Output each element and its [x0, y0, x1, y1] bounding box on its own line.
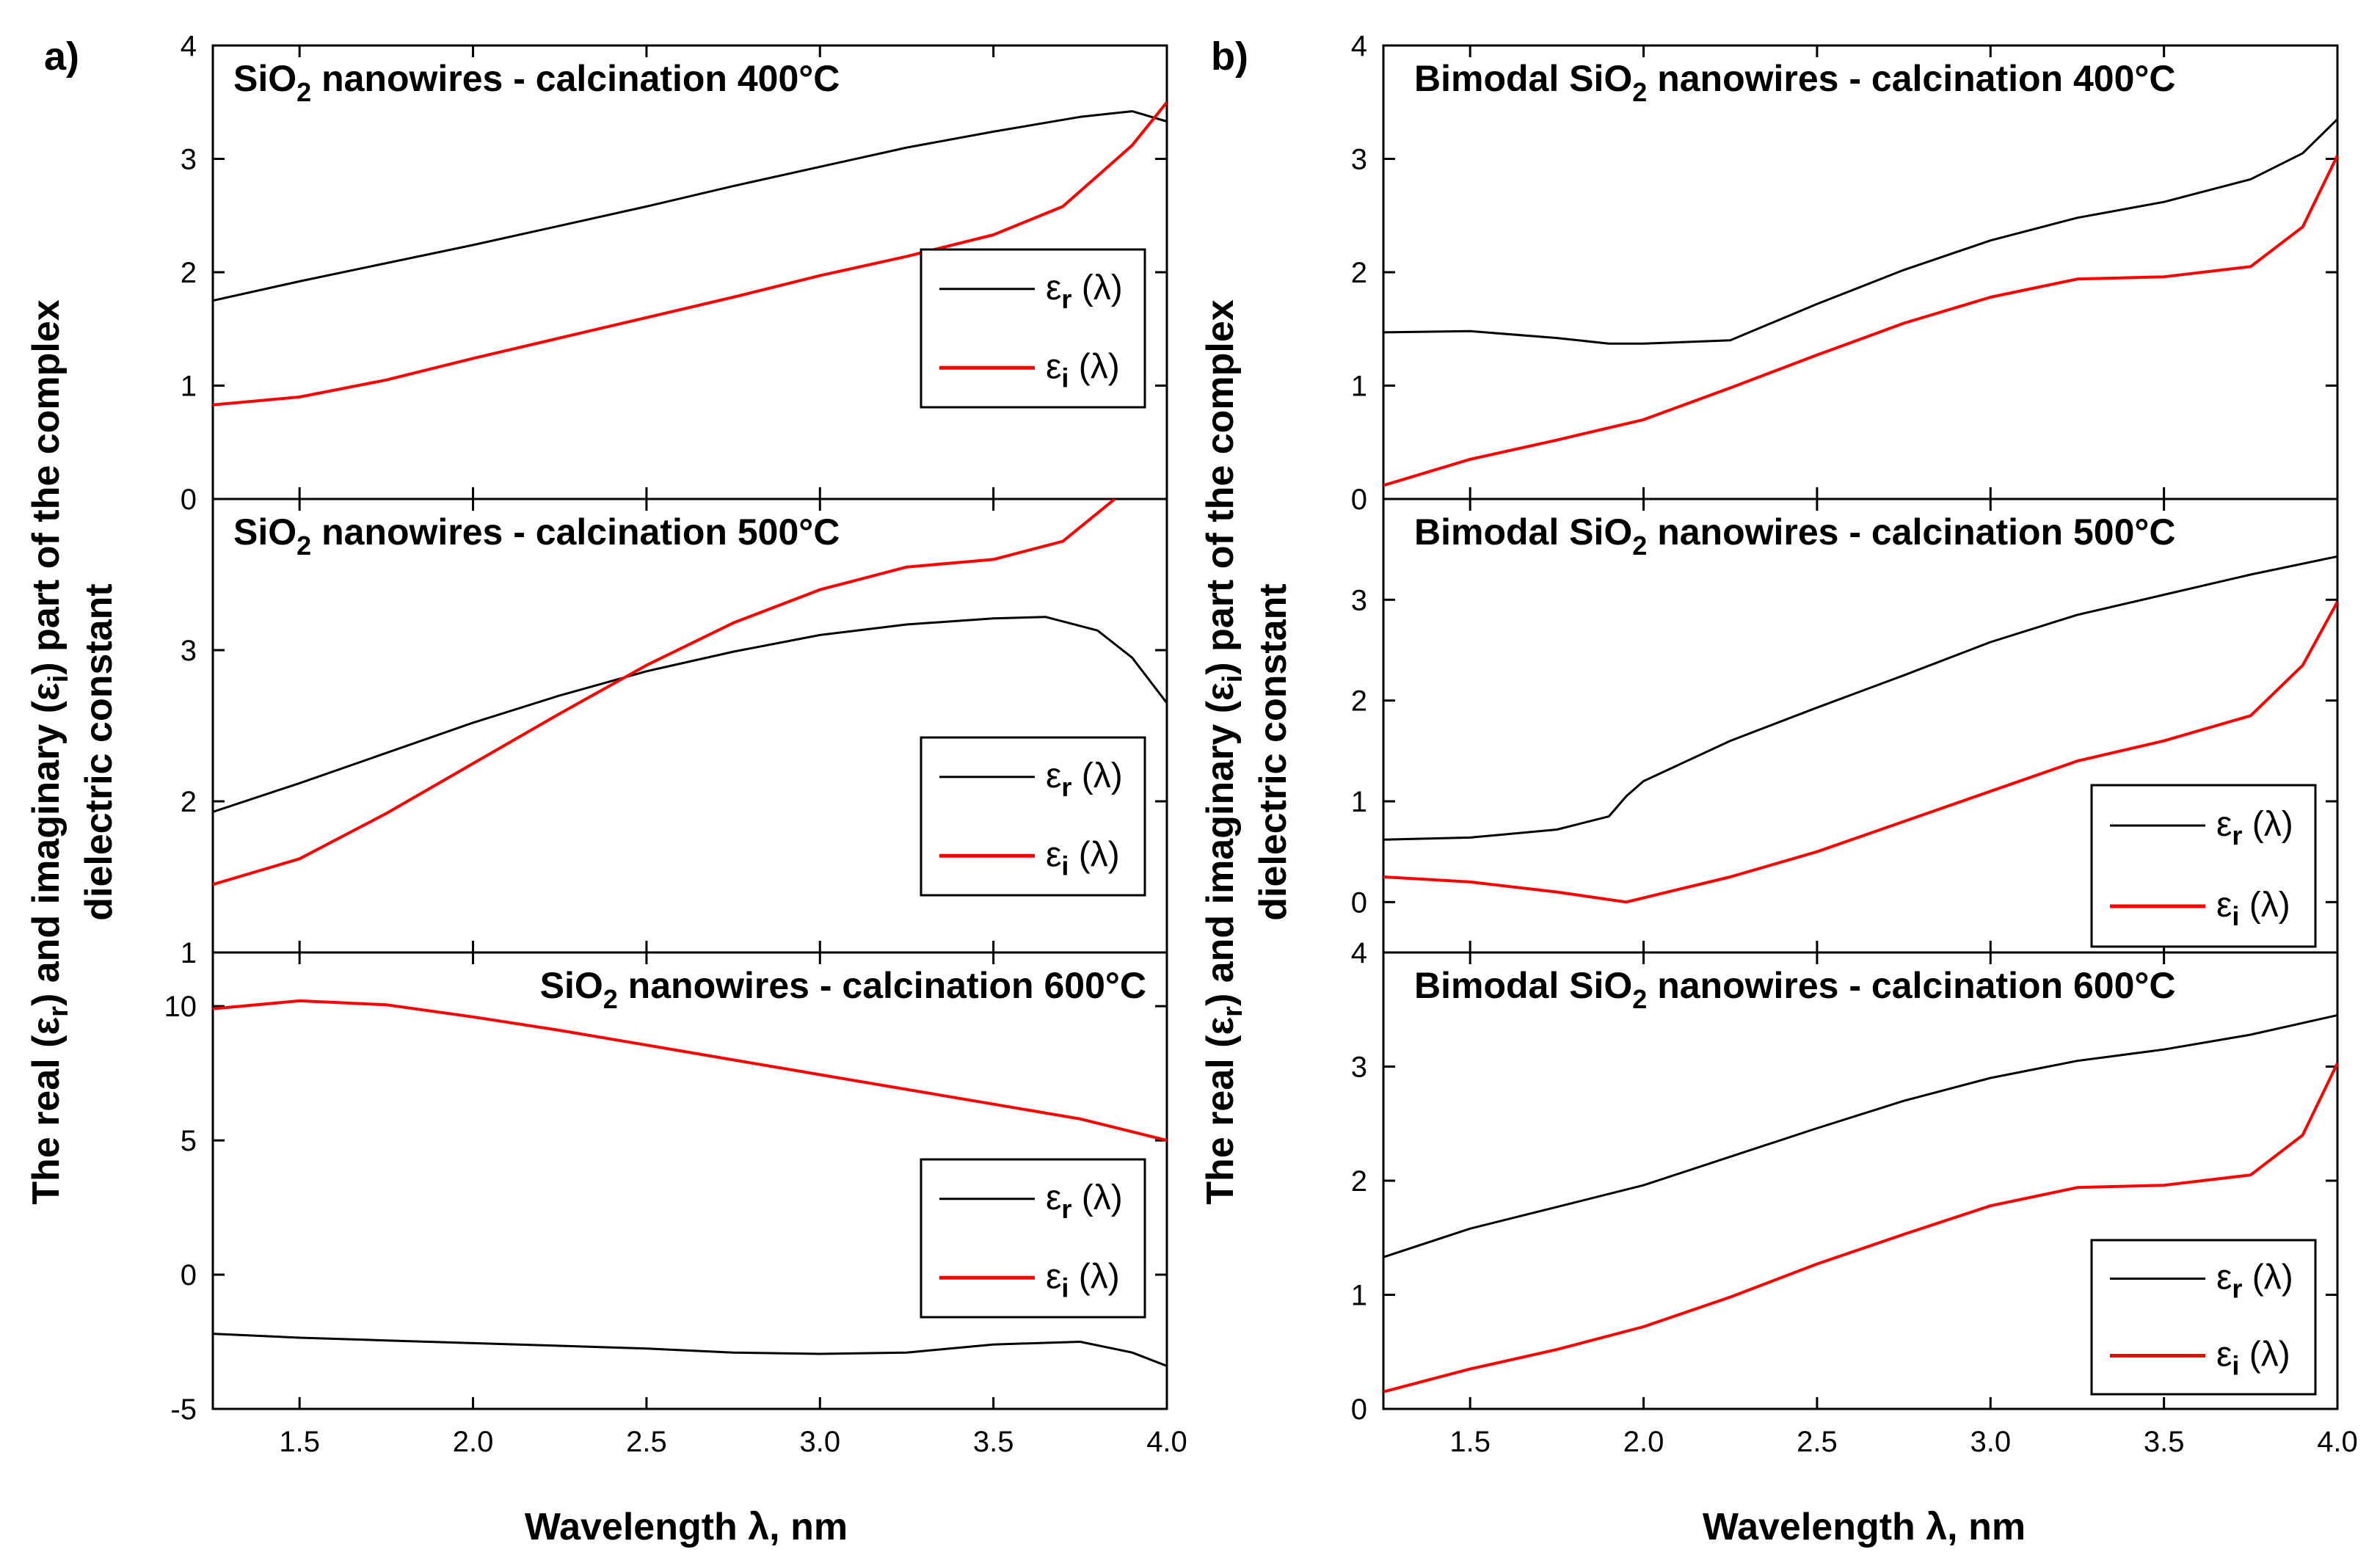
plot-a-2: 1.5 2.0 2.5 3.0 3.5 4.0 -5 0 5 10 SiO2 nanowires -… [164, 951, 1187, 1458]
y-tick-label: 3 [1351, 1052, 1367, 1084]
legend: εr (λ) εi (λ) [2090, 784, 2317, 948]
legend-label-er: εr (λ) [2216, 1258, 2293, 1304]
x-tick-label: 3.5 [973, 1426, 1014, 1458]
x-axis-title-a: Wavelength λ, nm [525, 1506, 848, 1548]
y-tick-label: 2 [1351, 685, 1367, 718]
plot-b-1: 0 1 2 3 Bimodal SiO2 nanowires - calcination… [1351, 498, 2339, 954]
y-tick-label: 3 [1351, 144, 1367, 176]
y-tick-label: 3 [181, 144, 197, 176]
plot-area-group: 0 1 2 3 4 SiO2 nanowires - calcination 400°C ε… [164, 30, 2358, 1458]
legend: εr (λ) εi (λ) [2090, 1239, 2317, 1396]
y-tick-label: 2 [1351, 1165, 1367, 1198]
series-line-er [213, 616, 1167, 813]
legend-label-er: εr (λ) [2216, 805, 2293, 850]
x-tick-label: 2.0 [1623, 1426, 1664, 1458]
legend: εr (λ) εi (λ) [920, 1158, 1146, 1319]
legend-box [920, 1158, 1146, 1319]
y-tick-label: 4 [181, 30, 197, 62]
legend-label-ei: εi (λ) [1046, 835, 1120, 881]
x-tick-label: 3.0 [1970, 1426, 2011, 1458]
x-tick-label: 1.5 [1449, 1426, 1491, 1458]
plot-title: Bimodal SiO2 nanowires - calcination 400… [1414, 58, 2176, 107]
y-tick-label: 0 [181, 1259, 197, 1291]
y-tick-label: 0 [181, 484, 197, 516]
x-tick-label: 3.5 [2144, 1426, 2185, 1458]
y-tick-label: 4 [1351, 937, 1367, 969]
plot-title: SiO2 nanowires - calcination 400°C [233, 58, 840, 107]
x-axis-title-b: Wavelength λ, nm [1703, 1506, 2026, 1548]
y-axis-title-a: The real (εr) and imaginary (εi) part of… [25, 299, 120, 1204]
y-tick-label: 4 [1351, 30, 1367, 62]
series-line-er [1383, 118, 2337, 345]
y-tick-label: 1 [181, 371, 197, 403]
svg-text:dielectric constant: dielectric constant [78, 583, 120, 920]
legend: εr (λ) εi (λ) [920, 248, 1146, 409]
series-line-ei [213, 101, 1167, 407]
legend-label-ei: εi (λ) [2216, 886, 2290, 931]
series-line-ei [1383, 1062, 2337, 1393]
series-line-er [1383, 1014, 2337, 1258]
plot-title: Bimodal SiO2 nanowires - calcination 500… [1414, 511, 2176, 561]
series-line-ei [213, 999, 1167, 1143]
plot-title: SiO2 nanowires - calcination 500°C [233, 511, 840, 561]
plot-frame [211, 951, 1168, 1410]
svg-text:The real (εr) and imaginary (ε: The real (εr) and imaginary (εi) part of… [25, 299, 74, 1204]
x-tick-label: 3.0 [799, 1426, 840, 1458]
legend-label-er: εr (λ) [1046, 1178, 1123, 1224]
y-tick-label: 0 [1351, 1393, 1367, 1426]
legend-box [2090, 1239, 2317, 1396]
y-tick-label: 5 [181, 1125, 197, 1157]
x-tick-label: 1.5 [279, 1426, 320, 1458]
legend-box [920, 248, 1146, 409]
y-tick-label: 1 [181, 937, 197, 969]
series-line-er [1383, 555, 2337, 841]
y-tick-label: 0 [1351, 886, 1367, 919]
legend-box [2090, 784, 2317, 948]
legend-label-er: εr (λ) [1046, 757, 1123, 802]
y-tick-label: 2 [181, 786, 197, 818]
svg-text:The real (εr) and imaginary (ε: The real (εr) and imaginary (εi) part of… [1199, 299, 1248, 1204]
series-line-ei [1383, 601, 2337, 904]
x-tick-label: 2.0 [453, 1426, 494, 1458]
legend-box [920, 736, 1146, 897]
x-tick-label: 4.0 [2317, 1426, 2358, 1458]
plot-a-0: 0 1 2 3 4 SiO2 nanowires - calcination 400°C ε… [181, 30, 1168, 516]
y-tick-label: 1 [1351, 1280, 1367, 1312]
plot-a-1: 1 2 3 SiO2 nanowires - calcination 500°C εr … [181, 498, 1168, 969]
y-axis-title-b: The real (εr) and imaginary (εi) part of… [1199, 299, 1295, 1204]
plot-title: SiO2 nanowires - calcination 600°C [540, 965, 1146, 1014]
y-tick-label: 1 [1351, 786, 1367, 818]
y-tick-label: -5 [170, 1393, 197, 1426]
x-tick-label: 2.5 [1797, 1426, 1838, 1458]
legend-label-er: εr (λ) [1046, 269, 1123, 314]
svg-text:dielectric constant: dielectric constant [1252, 583, 1295, 920]
legend-label-ei: εi (λ) [2216, 1336, 2290, 1381]
series-line-er [213, 1333, 1167, 1367]
x-tick-label: 2.5 [626, 1426, 667, 1458]
panel-letter-b: b) [1211, 34, 1248, 79]
plot-b-2: 1.5 2.0 2.5 3.0 3.5 4.0 0 1 2 3 4 Bimodal SiO2 nano… [1351, 937, 2358, 1458]
y-tick-label: 1 [1351, 371, 1367, 403]
y-tick-label: 2 [181, 257, 197, 289]
series-line-ei [213, 499, 1116, 886]
y-tick-label: 3 [1351, 584, 1367, 616]
legend: εr (λ) εi (λ) [920, 736, 1146, 897]
x-tick-label: 4.0 [1146, 1426, 1187, 1458]
series-line-er [213, 110, 1167, 302]
y-tick-label: 2 [1351, 257, 1367, 289]
panel-letter-a: a) [44, 34, 79, 79]
series-line-ei [1383, 155, 2337, 487]
y-tick-label: 10 [164, 991, 197, 1023]
y-tick-label: 3 [181, 635, 197, 667]
legend-label-ei: εi (λ) [1046, 1257, 1120, 1302]
legend-label-ei: εi (λ) [1046, 347, 1120, 393]
plot-title: Bimodal SiO2 nanowires - calcination 600… [1414, 965, 2176, 1014]
y-tick-label: 0 [1351, 484, 1367, 516]
